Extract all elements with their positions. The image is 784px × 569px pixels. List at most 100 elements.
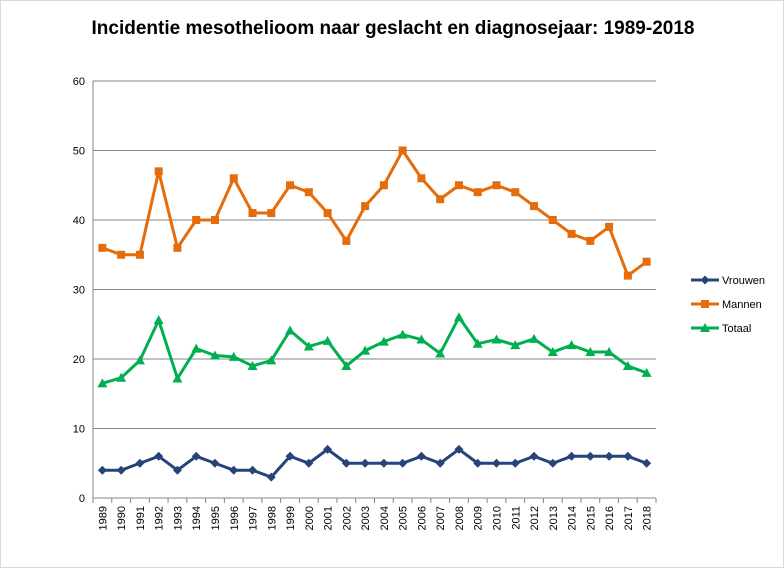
series-totaal (97, 312, 652, 388)
x-tick-label: 2007 (435, 506, 447, 530)
x-tick-label: 2016 (604, 506, 616, 530)
x-tick-label: 2000 (304, 506, 316, 530)
x-tick-label: 2003 (360, 506, 372, 530)
data-point-vrouwen (529, 451, 539, 461)
data-point-totaal (378, 336, 389, 346)
x-tick-label: 1990 (116, 506, 128, 530)
data-point-vrouwen (360, 458, 370, 468)
y-tick-label: 0 (79, 493, 85, 505)
data-point-totaal (322, 335, 333, 345)
legend-label-mannen: Mannen (722, 299, 762, 311)
data-point-mannen (586, 236, 595, 245)
data-point-mannen (267, 209, 276, 218)
data-point-vrouwen (191, 451, 201, 461)
data-point-mannen (530, 202, 539, 211)
data-point-vrouwen (285, 451, 295, 461)
series-vrouwen (97, 444, 652, 482)
x-tick-label: 2011 (510, 506, 522, 530)
x-tick-label: 2004 (379, 506, 391, 530)
x-tick-label: 2015 (585, 506, 597, 530)
x-tick-label: 1996 (229, 506, 241, 530)
series-mannen (98, 146, 651, 280)
data-point-mannen (398, 146, 407, 155)
x-tick-label: 1998 (266, 506, 278, 530)
data-point-vrouwen (116, 465, 126, 475)
data-point-mannen (286, 181, 295, 190)
y-tick-label: 50 (73, 146, 85, 158)
x-tick-label: 2014 (567, 506, 579, 530)
data-point-totaal (472, 338, 483, 348)
data-point-totaal (116, 372, 127, 382)
data-point-vrouwen (435, 458, 445, 468)
legend-marker-mannen (701, 300, 709, 308)
legend: Vrouwen Mannen Totaal (691, 275, 765, 335)
data-point-vrouwen (379, 458, 389, 468)
data-point-mannen (417, 174, 426, 183)
data-point-mannen (623, 271, 632, 280)
x-tick-label: 1994 (191, 506, 203, 530)
x-tick-label: 1997 (248, 506, 260, 530)
data-point-vrouwen (454, 444, 464, 454)
data-point-mannen (454, 181, 463, 190)
legend-marker-vrouwen (700, 275, 710, 285)
y-tick-label: 40 (73, 215, 85, 227)
data-point-totaal (247, 360, 258, 370)
data-point-mannen (248, 209, 257, 218)
data-point-vrouwen (567, 451, 577, 461)
data-point-mannen (323, 209, 332, 218)
data-point-mannen (567, 229, 576, 238)
data-point-vrouwen (585, 451, 595, 461)
data-point-vrouwen (398, 458, 408, 468)
data-point-mannen (511, 188, 520, 197)
data-point-mannen (473, 188, 482, 197)
data-point-totaal (172, 373, 183, 383)
data-point-totaal (453, 312, 464, 322)
legend-marker-totaal (700, 323, 710, 332)
data-point-vrouwen (229, 465, 239, 475)
data-point-totaal (566, 340, 577, 350)
y-tick-label: 20 (73, 354, 85, 366)
data-point-totaal (191, 343, 202, 353)
data-point-vrouwen (323, 444, 333, 454)
data-point-vrouwen (304, 458, 314, 468)
data-point-vrouwen (510, 458, 520, 468)
data-point-vrouwen (210, 458, 220, 468)
data-point-vrouwen (248, 465, 258, 475)
data-point-totaal (266, 355, 277, 365)
data-point-mannen (548, 216, 557, 224)
data-point-totaal (622, 360, 633, 370)
x-tick-label: 1995 (210, 506, 222, 530)
data-point-vrouwen (341, 458, 351, 468)
legend-label-totaal: Totaal (722, 323, 751, 335)
x-tick-label: 2013 (548, 506, 560, 530)
data-point-vrouwen (266, 472, 276, 482)
series-line-totaal (101, 315, 648, 385)
data-point-vrouwen (154, 451, 164, 461)
series-lines (97, 146, 652, 482)
data-point-totaal (360, 345, 371, 355)
x-tick-label: 2017 (623, 506, 635, 530)
data-point-totaal (435, 348, 446, 358)
data-point-mannen (379, 181, 388, 190)
x-tick-label: 2008 (454, 506, 466, 530)
data-point-totaal (585, 347, 596, 357)
data-point-vrouwen (491, 458, 501, 468)
series-line-vrouwen (102, 447, 648, 479)
legend-item-vrouwen: Vrouwen (691, 275, 765, 287)
x-tick-label: 1991 (135, 506, 147, 530)
data-point-vrouwen (548, 458, 558, 468)
x-tick-label: 1989 (97, 506, 109, 530)
y-tick-label: 60 (73, 76, 85, 88)
x-tick-label: 2006 (416, 506, 428, 530)
data-point-totaal (285, 325, 296, 335)
chart-title: Incidentie mesothelioom naar geslacht en… (92, 18, 695, 39)
data-point-vrouwen (604, 451, 614, 461)
y-tick-label: 30 (73, 285, 85, 297)
data-point-vrouwen (623, 451, 633, 461)
legend-item-totaal: Totaal (691, 323, 751, 335)
data-point-mannen (605, 222, 614, 231)
x-tick-label: 2001 (323, 506, 335, 530)
data-point-totaal (97, 378, 108, 388)
data-point-mannen (154, 167, 163, 176)
